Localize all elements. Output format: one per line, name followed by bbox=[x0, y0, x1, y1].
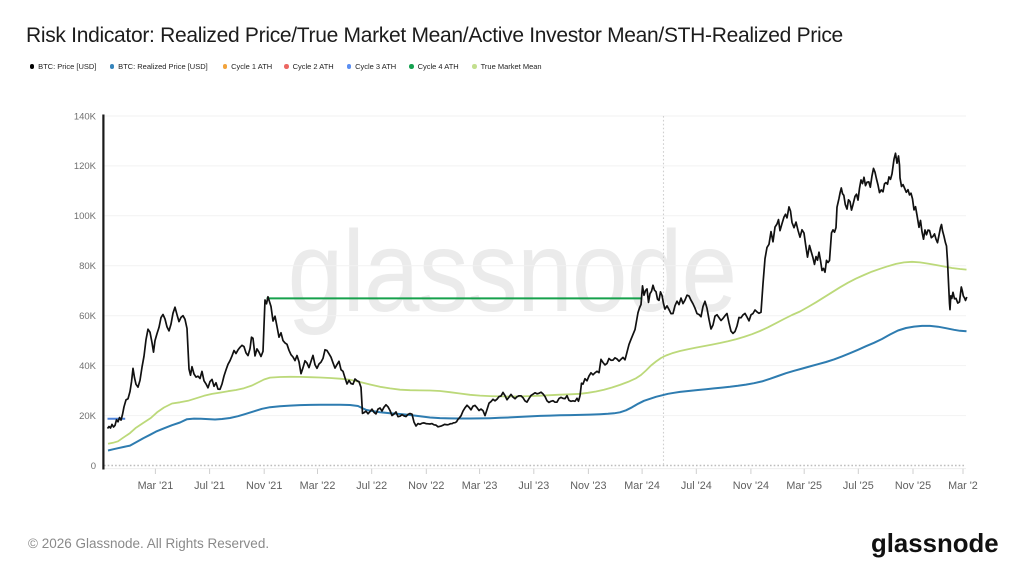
svg-text:Mar '2: Mar '2 bbox=[948, 480, 978, 492]
svg-text:glassnode: glassnode bbox=[288, 206, 737, 335]
svg-text:20K: 20K bbox=[79, 411, 97, 422]
svg-text:Nov '22: Nov '22 bbox=[408, 480, 444, 492]
svg-text:Jul '21: Jul '21 bbox=[194, 480, 225, 492]
svg-text:Mar '22: Mar '22 bbox=[300, 480, 336, 492]
svg-text:Nov '24: Nov '24 bbox=[733, 480, 769, 492]
svg-text:100K: 100K bbox=[74, 211, 97, 222]
svg-text:0: 0 bbox=[91, 461, 96, 472]
svg-text:Mar '24: Mar '24 bbox=[624, 480, 660, 492]
svg-text:80K: 80K bbox=[79, 261, 97, 272]
svg-text:60K: 60K bbox=[79, 311, 97, 322]
svg-text:Jul '22: Jul '22 bbox=[356, 480, 387, 492]
svg-text:Nov '23: Nov '23 bbox=[570, 480, 606, 492]
svg-text:Mar '23: Mar '23 bbox=[462, 480, 498, 492]
svg-text:140K: 140K bbox=[74, 111, 97, 122]
svg-text:Jul '23: Jul '23 bbox=[518, 480, 549, 492]
svg-text:40K: 40K bbox=[79, 361, 97, 372]
svg-text:Jul '25: Jul '25 bbox=[843, 480, 874, 492]
svg-text:Mar '21: Mar '21 bbox=[138, 480, 174, 492]
svg-text:120K: 120K bbox=[74, 161, 97, 172]
svg-text:Mar '25: Mar '25 bbox=[786, 480, 822, 492]
svg-text:Nov '21: Nov '21 bbox=[246, 480, 282, 492]
svg-text:Jul '24: Jul '24 bbox=[681, 480, 712, 492]
svg-text:Nov '25: Nov '25 bbox=[895, 480, 931, 492]
